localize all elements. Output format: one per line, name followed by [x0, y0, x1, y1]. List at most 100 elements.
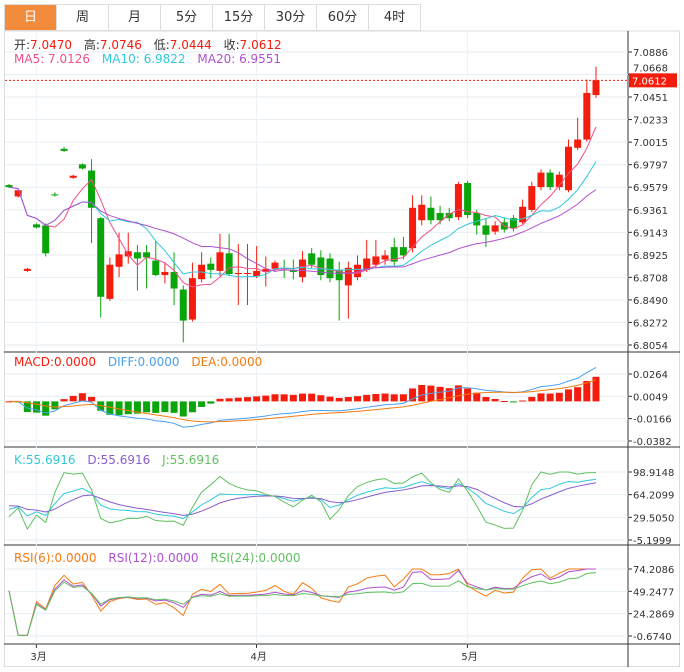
macd-bar	[335, 397, 343, 402]
candle-down	[97, 218, 105, 297]
macd-bar	[464, 388, 472, 402]
rsi12-line	[8, 568, 596, 636]
tick-label: -5.1999	[633, 536, 672, 547]
macd-bar	[381, 393, 389, 402]
tab-3[interactable]: 5分	[161, 5, 213, 30]
tick-label: 6.8054	[633, 341, 668, 352]
candle-down	[399, 247, 407, 256]
candle-up	[23, 268, 31, 271]
open-label: 开:7.0470	[14, 38, 73, 52]
macd-bar	[363, 394, 371, 402]
tick-label: 7.0668	[633, 63, 668, 74]
macd-bar	[509, 401, 517, 403]
tick-label: 24.2869	[633, 610, 674, 621]
x-tick-label: 4月	[250, 651, 266, 663]
candle-down	[390, 247, 398, 262]
macd-bar	[519, 400, 527, 402]
candle-down	[427, 207, 435, 221]
candle-down	[317, 257, 325, 276]
macd-bar	[188, 401, 196, 413]
candle-down	[60, 148, 68, 151]
candle-up	[271, 262, 279, 269]
j-label: J:55.6916	[162, 453, 220, 467]
candle-down	[5, 185, 13, 188]
macd-bar	[115, 401, 123, 416]
macd-bar	[225, 398, 233, 402]
candle-down	[51, 194, 59, 196]
macd-bar	[372, 393, 380, 402]
close-label: 收:7.0612	[223, 38, 282, 52]
macd-bar	[473, 392, 481, 402]
candle-down	[133, 252, 141, 259]
tab-5[interactable]: 30分	[265, 5, 317, 30]
macd-bar	[344, 397, 352, 402]
candle-up	[161, 271, 169, 276]
tab-6[interactable]: 60分	[317, 5, 369, 30]
tick-label: 0.0264	[633, 370, 668, 381]
tab-7[interactable]: 4时	[369, 5, 421, 30]
rsi12-label: RSI(12):0.0000	[108, 551, 199, 565]
tab-2[interactable]: 月	[109, 5, 161, 30]
rsi24-label: RSI(24):0.0000	[210, 551, 301, 565]
tick-label: 74.2086	[633, 565, 674, 576]
tick-label: 0.0049	[633, 392, 668, 403]
macd-bar	[354, 396, 362, 402]
candle-up	[234, 272, 242, 275]
macd-bar	[23, 401, 31, 413]
tick-label: 7.0015	[633, 138, 668, 149]
tick-label: 6.9143	[633, 228, 668, 239]
candle-up	[409, 207, 417, 249]
macd-bar	[436, 386, 444, 402]
macd-bar	[253, 396, 261, 402]
macd-bar	[152, 401, 160, 413]
macd-bar	[170, 401, 178, 413]
candle-up	[528, 186, 536, 210]
macd-bar	[399, 394, 407, 402]
candle-down	[436, 212, 444, 221]
rsi24-line	[8, 571, 597, 636]
tab-0[interactable]: 日	[5, 5, 57, 30]
dea-line	[8, 379, 597, 423]
candle-down	[445, 212, 453, 219]
macd-bar	[482, 397, 490, 402]
candle-up	[216, 252, 224, 271]
candle-up	[519, 206, 527, 223]
macd-bar	[33, 401, 41, 413]
macd-bar	[51, 401, 59, 410]
tab-4[interactable]: 15分	[213, 5, 265, 30]
tick-label: 6.8272	[633, 318, 668, 329]
macd-bar	[491, 398, 499, 402]
ma20-line	[8, 186, 597, 274]
period-tabs: 日周月 5分 15分 30分 60分 4时	[4, 4, 421, 31]
candle-down	[482, 225, 490, 235]
candle-up	[537, 172, 545, 188]
macd-legend: MACD:0.0000 DIFF:0.0000 DEA:0.0000	[14, 355, 270, 369]
high-label: 高:7.0746	[83, 38, 142, 52]
ma-legend: MA5: 7.0126 MA10: 6.9822 MA20: 6.9551	[14, 52, 289, 66]
candle-up	[14, 190, 22, 197]
macd-bar	[574, 387, 582, 402]
candle-up	[372, 256, 380, 265]
tab-1[interactable]: 周	[57, 5, 109, 30]
tick-label: 6.8490	[633, 296, 668, 307]
diff-label: DIFF:0.0000	[107, 355, 180, 369]
tick-label: 7.0233	[633, 116, 668, 127]
macd-bar	[500, 401, 508, 403]
tick-label: 6.9361	[633, 206, 668, 217]
macd-bar	[198, 401, 206, 407]
macd-bar	[271, 394, 279, 402]
chart-frame	[4, 31, 680, 667]
candle-down	[152, 260, 160, 276]
macd-bar	[234, 397, 242, 402]
macd-bar	[161, 401, 169, 413]
macd-bar	[216, 398, 224, 402]
rsi6-line	[8, 568, 596, 636]
macd-bar	[124, 401, 132, 415]
d-label: D:55.6916	[87, 453, 151, 467]
candle-down	[546, 172, 554, 188]
candle-down	[179, 289, 187, 321]
low-label: 低:7.0444	[153, 38, 212, 52]
candle-down	[509, 218, 517, 229]
ma10-label: MA10: 6.9822	[101, 52, 186, 66]
